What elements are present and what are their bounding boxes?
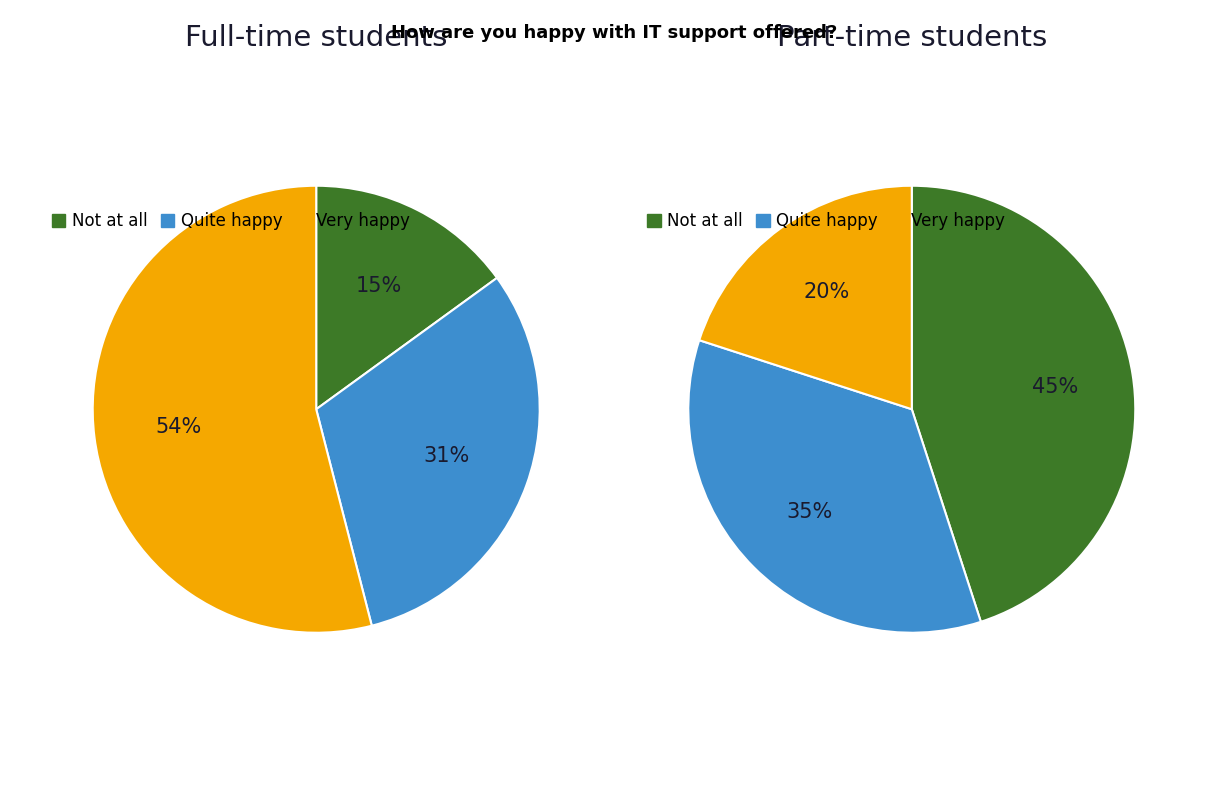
Text: How are you happy with IT support offered?: How are you happy with IT support offere… <box>391 24 837 42</box>
Text: 15%: 15% <box>356 275 403 296</box>
Legend: Not at all, Quite happy, Very happy: Not at all, Quite happy, Very happy <box>641 205 1012 237</box>
Text: 35%: 35% <box>786 502 833 522</box>
Text: 20%: 20% <box>803 282 850 301</box>
Wedge shape <box>93 186 372 633</box>
Title: Full-time students: Full-time students <box>185 24 447 52</box>
Wedge shape <box>911 186 1135 622</box>
Text: 31%: 31% <box>424 446 470 466</box>
Text: 54%: 54% <box>156 416 201 437</box>
Wedge shape <box>689 340 981 633</box>
Wedge shape <box>316 278 539 626</box>
Legend: Not at all, Quite happy, Very happy: Not at all, Quite happy, Very happy <box>45 205 416 237</box>
Title: Part-time students: Part-time students <box>776 24 1047 52</box>
Wedge shape <box>316 186 497 409</box>
Wedge shape <box>699 186 911 409</box>
Text: 45%: 45% <box>1033 376 1078 397</box>
